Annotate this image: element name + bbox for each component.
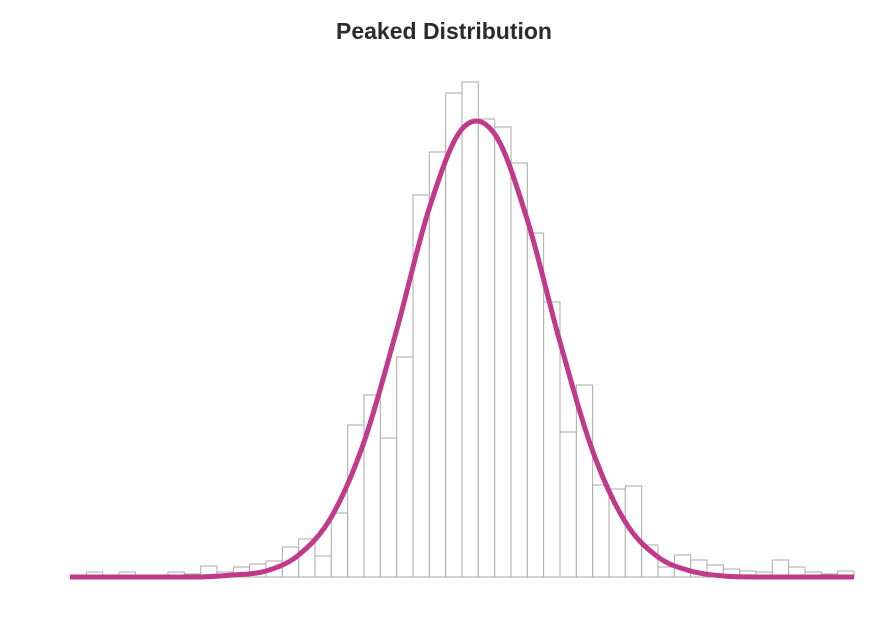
bar (314, 555, 332, 578)
chart-title: Peaked Distribution (336, 18, 552, 44)
bar (379, 437, 398, 578)
bar (608, 488, 626, 578)
bar (445, 92, 463, 578)
bar (428, 151, 447, 578)
bar (461, 81, 479, 578)
bar (592, 484, 610, 578)
bar (494, 126, 512, 578)
bar (330, 512, 349, 578)
bar (771, 559, 790, 578)
bar (543, 301, 561, 578)
bar (526, 232, 545, 578)
density-curve (70, 118, 854, 580)
bar (477, 118, 496, 578)
bar (559, 431, 577, 578)
bar (657, 566, 675, 578)
bar (396, 356, 414, 578)
bar (510, 162, 528, 578)
